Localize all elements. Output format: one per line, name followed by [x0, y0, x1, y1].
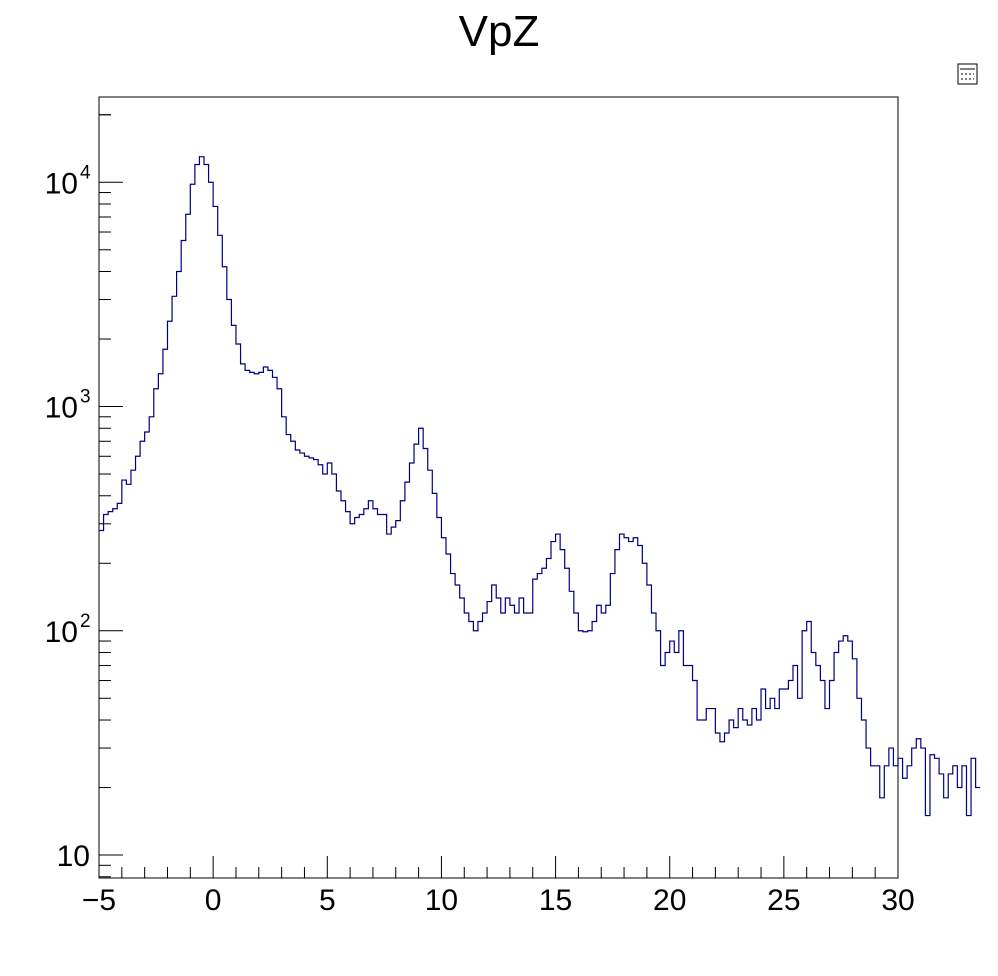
- x-tick-label: 20: [653, 884, 686, 917]
- plot-frame: [98, 96, 899, 879]
- histogram-series-vpz: [99, 156, 981, 817]
- y-tick-exponent: 4: [80, 162, 91, 183]
- x-tick-label: 25: [767, 884, 800, 917]
- x-tick-label: −5: [82, 884, 116, 917]
- x-tick-label: 15: [539, 884, 572, 917]
- y-tick-label: 10: [45, 167, 78, 200]
- x-tick-label: 0: [205, 884, 222, 917]
- x-tick-label: 5: [319, 884, 336, 917]
- y-tick-label: 10: [45, 616, 78, 649]
- y-tick-exponent: 2: [80, 611, 91, 632]
- y-tick-exponent: 3: [80, 387, 91, 408]
- chart-title: VpZ: [459, 7, 540, 56]
- x-axis: −5 0 5 10 15 20 25 30: [82, 856, 915, 917]
- y-tick-label: 10: [57, 840, 90, 873]
- y-tick-label: 10: [45, 392, 78, 425]
- x-tick-label: 30: [881, 884, 914, 917]
- series-layer: [99, 156, 981, 817]
- x-tick-label: 10: [425, 884, 458, 917]
- stats-box-icon[interactable]: [957, 63, 978, 85]
